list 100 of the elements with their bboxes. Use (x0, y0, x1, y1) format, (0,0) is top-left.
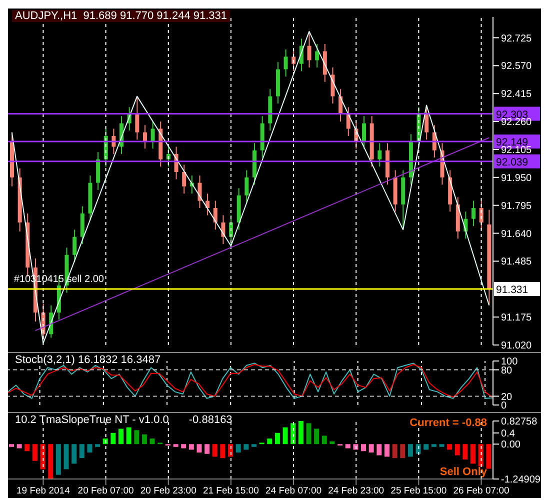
candlestick (330, 66, 335, 104)
candlestick (135, 96, 140, 140)
y-tick-label: 20 (501, 392, 513, 403)
bar (236, 444, 241, 452)
bar (322, 436, 327, 444)
bar (134, 430, 140, 444)
candlestick (472, 200, 476, 227)
bar (110, 432, 116, 444)
candlestick (80, 206, 84, 245)
x-tick-label: 24 Feb 07:00 (266, 486, 322, 497)
bar (244, 444, 249, 450)
bar (142, 434, 147, 444)
bar (431, 444, 436, 447)
bar (228, 444, 234, 457)
bar (95, 444, 100, 447)
bar (282, 427, 288, 444)
candlestick (72, 229, 77, 263)
bar (181, 444, 186, 448)
bar (16, 444, 22, 448)
ref-line-label: 91.331 (496, 284, 528, 296)
bar (447, 444, 452, 450)
candlestick (322, 44, 327, 82)
bar (188, 444, 194, 450)
candlestick (284, 48, 288, 77)
bar (196, 444, 202, 452)
y-tick-label: 0.00 (501, 440, 521, 451)
candlestick (378, 142, 382, 168)
bar (368, 444, 374, 452)
bar (400, 444, 406, 458)
bar (79, 444, 84, 458)
candlestick (198, 175, 202, 209)
bar (274, 432, 280, 444)
candlestick (182, 164, 186, 194)
bar (298, 421, 304, 444)
bar (24, 444, 30, 452)
y-tick-label: 92.725 (501, 33, 532, 44)
y-tick-label: 91.175 (501, 312, 532, 324)
bar (478, 444, 484, 466)
bar (220, 444, 226, 458)
bar (267, 438, 272, 444)
bar (173, 444, 178, 447)
chart-title: AUDJPY.,H1 91.689 91.770 91.244 91.331 (12, 10, 230, 22)
candlestick (362, 116, 366, 150)
x-tick-label: 26 Feb 07:00 (453, 486, 510, 497)
x-tick-label: 25 Feb 15:00 (390, 486, 447, 497)
bar (314, 428, 320, 444)
annotation: Current = -0.88 (410, 417, 487, 429)
x-tick-label: 20 Feb 07:00 (78, 486, 134, 497)
candlestick (96, 152, 100, 191)
chart-title: 10.2 TmaSlopeTrue NT - v1.0.0 (15, 414, 169, 426)
bar (470, 444, 476, 464)
bar (462, 444, 468, 460)
bar (408, 444, 413, 457)
candlestick (315, 44, 320, 68)
bar (150, 438, 155, 444)
annotation: -0.88163 (188, 414, 232, 426)
annotation: Sell Only (440, 466, 487, 478)
y-tick-label: -1.24909 (501, 474, 541, 486)
bar (212, 444, 218, 457)
bar (306, 423, 312, 444)
bar (424, 444, 429, 450)
y-tick-label: 80 (501, 365, 513, 376)
bar (439, 444, 444, 447)
x-tick-label: 21 Feb 15:00 (202, 486, 259, 497)
y-tick-label: 100 (501, 356, 518, 368)
x-tick-label: 24 Feb 23:00 (328, 486, 384, 497)
y-tick-label: 0 (501, 400, 507, 412)
bar (40, 444, 46, 470)
bar (454, 444, 460, 456)
candlestick (142, 124, 147, 150)
bar (416, 444, 421, 454)
y-tick-label: 92.415 (501, 89, 532, 100)
x-tick-label: 20 Feb 23:00 (140, 486, 196, 497)
bar (64, 444, 69, 470)
y-tick-label: 91.795 (501, 200, 532, 212)
ref-line-label: 92.039 (496, 156, 528, 168)
bar (290, 423, 296, 444)
line-series (11, 30, 490, 344)
bar (32, 444, 38, 461)
candlestick (307, 30, 312, 68)
bar (392, 444, 398, 458)
y-tick-label: 91.640 (501, 228, 532, 240)
candlestick (213, 200, 218, 230)
y-tick-label: 92.570 (501, 61, 532, 72)
bar (48, 444, 54, 479)
candlestick (150, 121, 155, 150)
bar (87, 444, 92, 452)
x-tick-label: 19 Feb 2014 (16, 486, 70, 497)
bar (486, 444, 492, 469)
bar (345, 444, 350, 448)
candlestick (244, 170, 249, 204)
y-tick-label: 91.950 (501, 172, 532, 184)
bar (118, 428, 124, 444)
bar (384, 444, 390, 457)
y-tick-label: 0.82758 (501, 416, 538, 428)
chart-title: Stoch(3,2,1) 16.1832 16.3487 (14, 354, 162, 366)
y-tick-label: 91.485 (501, 256, 532, 268)
y-tick-label: 91.020 (501, 340, 532, 352)
bar (252, 444, 256, 447)
bar (376, 444, 382, 456)
